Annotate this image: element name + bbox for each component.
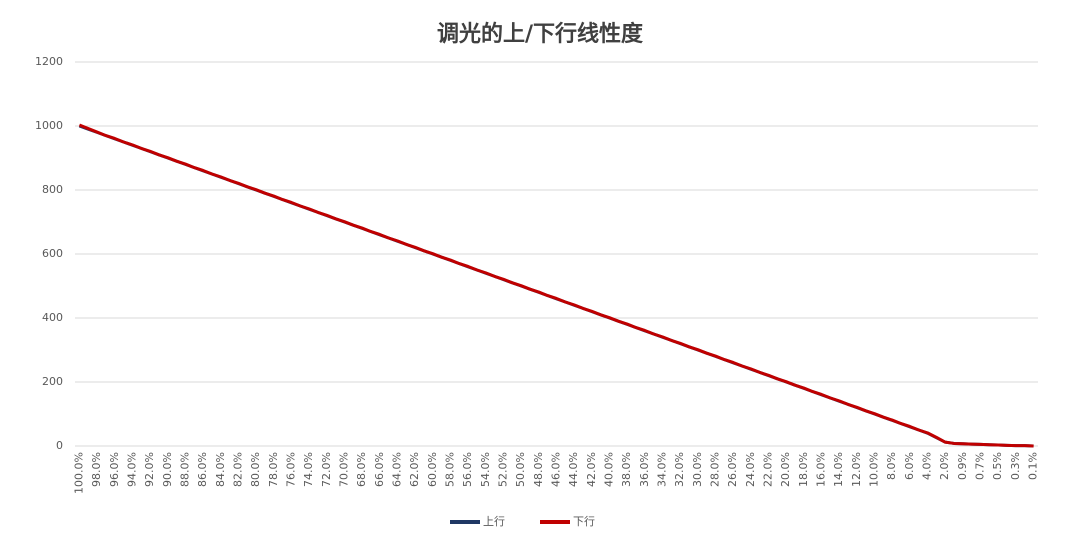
- x-tick-label: 94.0%: [125, 452, 138, 487]
- y-tick-label: 400: [42, 311, 63, 324]
- x-tick-label: 84.0%: [214, 452, 227, 487]
- x-tick-label: 56.0%: [461, 452, 474, 487]
- x-tick-label: 70.0%: [337, 452, 350, 487]
- x-tick-label: 0.5%: [991, 452, 1004, 480]
- y-tick-label: 0: [56, 439, 63, 452]
- x-tick-label: 26.0%: [726, 452, 739, 487]
- x-tick-label: 20.0%: [779, 452, 792, 487]
- x-tick-label: 62.0%: [408, 452, 421, 487]
- y-tick-label: 800: [42, 183, 63, 196]
- x-tick-label: 76.0%: [284, 452, 297, 487]
- x-tick-label: 46.0%: [550, 452, 563, 487]
- x-tick-label: 34.0%: [656, 452, 669, 487]
- x-tick-label: 54.0%: [479, 452, 492, 487]
- x-tick-label: 82.0%: [231, 452, 244, 487]
- x-tick-label: 78.0%: [267, 452, 280, 487]
- y-tick-label: 200: [42, 375, 63, 388]
- x-tick-label: 36.0%: [638, 452, 651, 487]
- x-tick-label: 40.0%: [603, 452, 616, 487]
- x-tick-label: 44.0%: [567, 452, 580, 487]
- x-tick-label: 74.0%: [302, 452, 315, 487]
- x-tick-label: 64.0%: [390, 452, 403, 487]
- y-tick-label: 1000: [35, 119, 63, 132]
- x-tick-label: 48.0%: [532, 452, 545, 487]
- x-tick-label: 52.0%: [496, 452, 509, 487]
- x-tick-label: 4.0%: [921, 452, 934, 480]
- x-tick-label: 88.0%: [178, 452, 191, 487]
- y-tick-label: 600: [42, 247, 63, 260]
- x-tick-label: 6.0%: [903, 452, 916, 480]
- series-line: [78, 123, 1034, 448]
- x-tick-label: 90.0%: [161, 452, 174, 487]
- x-tick-label: 72.0%: [320, 452, 333, 487]
- x-tick-label: 98.0%: [90, 452, 103, 487]
- x-tick-label: 80.0%: [249, 452, 262, 487]
- x-tick-label: 10.0%: [868, 452, 881, 487]
- x-tick-label: 18.0%: [797, 452, 810, 487]
- x-tick-label: 58.0%: [443, 452, 456, 487]
- y-tick-label: 1200: [35, 55, 63, 68]
- x-tick-label: 92.0%: [143, 452, 156, 487]
- chart-title: 调光的上/下行线性度: [437, 21, 644, 47]
- x-tick-label: 28.0%: [709, 452, 722, 487]
- x-tick-label: 22.0%: [762, 452, 775, 487]
- legend-label: 下行: [573, 515, 595, 528]
- x-tick-label: 12.0%: [850, 452, 863, 487]
- x-tick-label: 14.0%: [832, 452, 845, 487]
- x-tick-label: 0.3%: [1009, 452, 1022, 480]
- x-tick-label: 24.0%: [744, 452, 757, 487]
- legend-label: 上行: [483, 515, 505, 528]
- x-tick-label: 66.0%: [373, 452, 386, 487]
- x-tick-label: 96.0%: [108, 452, 121, 487]
- x-tick-label: 2.0%: [938, 452, 951, 480]
- series-line: [78, 124, 1034, 448]
- x-tick-label: 30.0%: [691, 452, 704, 487]
- x-tick-label: 8.0%: [885, 452, 898, 480]
- x-tick-label: 32.0%: [673, 452, 686, 487]
- x-tick-label: 38.0%: [620, 452, 633, 487]
- x-tick-label: 0.1%: [1027, 452, 1040, 480]
- x-tick-label: 16.0%: [815, 452, 828, 487]
- x-tick-label: 100.0%: [72, 452, 85, 494]
- x-tick-label: 0.9%: [956, 452, 969, 480]
- x-tick-label: 60.0%: [426, 452, 439, 487]
- x-tick-label: 0.7%: [974, 452, 987, 480]
- x-tick-label: 68.0%: [355, 452, 368, 487]
- x-tick-label: 42.0%: [585, 452, 598, 487]
- x-tick-label: 86.0%: [196, 452, 209, 487]
- x-tick-label: 50.0%: [514, 452, 527, 487]
